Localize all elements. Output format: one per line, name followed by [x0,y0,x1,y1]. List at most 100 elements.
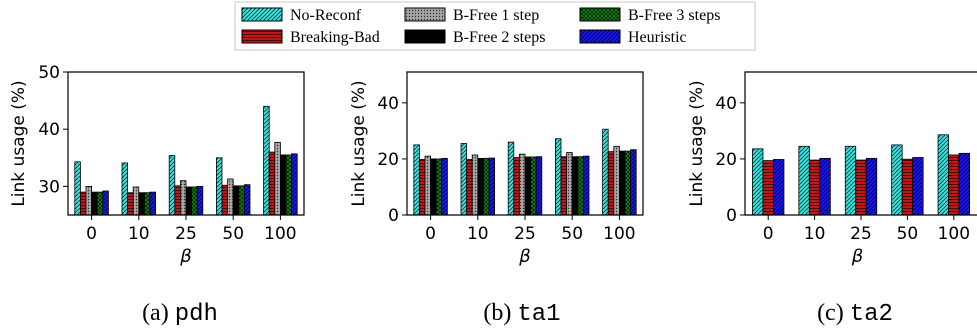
bar-breaking-bad-10 [127,192,134,216]
bar-breaking-bad-50 [901,158,914,216]
bar-heuristic-10 [149,191,156,216]
bar-b-free-3-steps-100 [624,150,631,216]
bar-b-free-3-steps-25 [530,156,537,216]
x-tick-label: 25 [175,224,197,244]
bar-b-free-3-steps-10 [482,157,490,216]
x-tick-label: 100 [603,224,635,244]
bar-no-reconf-50 [215,157,223,216]
bar-heuristic-100 [291,153,298,216]
legend-entry-bfree-1: B-Free 1 step [404,7,539,24]
bar-b-free-2-steps-10 [477,157,484,216]
x-axis-label: β [851,246,864,267]
bar-b-free-3-steps-0 [96,191,104,216]
bar-b-free-3-steps-25 [191,186,198,216]
bar-b-free-2-steps-50 [571,156,579,216]
x-tick-label: 100 [264,224,296,244]
bar-b-free-1-step-100 [613,145,620,216]
bar-no-reconf-100 [263,105,270,216]
bar-heuristic-0 [102,190,109,216]
bar-no-reconf-50 [555,138,562,216]
bar-b-free-2-steps-100 [619,150,626,216]
legend-label-breaking-bad: Breaking-Bad [290,29,380,46]
bar-b-free-1-step-10 [132,186,140,216]
bar-breaking-bad-100 [948,154,960,216]
bar-no-reconf-25 [168,155,176,216]
bar-breaking-bad-25 [513,157,520,216]
bar-b-free-1-step-50 [227,178,234,216]
bar-heuristic-100 [958,152,970,216]
bar-heuristic-10 [819,157,831,216]
bar-no-reconf-0 [413,144,420,216]
bar-b-free-2-steps-25 [185,186,192,216]
legend-entry-heuristic: Heuristic [579,29,687,46]
x-tick-label: 50 [561,224,583,244]
bar-b-free-1-step-100 [274,141,281,216]
bar-heuristic-50 [912,157,924,216]
bar-b-free-2-steps-100 [279,154,287,216]
bar-b-free-3-steps-50 [238,185,245,216]
bar-breaking-bad-50 [560,156,567,216]
subfigure-caption: (b) ta1 [483,300,560,328]
legend-label-bfree-3: B-Free 3 steps [628,7,720,24]
y-tick-label: 0 [726,206,737,226]
bar-heuristic-10 [488,157,495,216]
legend-swatch-heuristic [579,29,621,44]
bar-breaking-bad-100 [268,151,276,216]
legend-swatch-bfree-2 [404,29,446,44]
legend-label-no-reconf: No-Reconf [290,7,362,24]
bar-b-free-1-step-0 [85,185,92,216]
subfigure-caption: (c) ta2 [817,300,893,328]
x-tick-label: 0 [425,224,436,244]
x-axis-label: β [179,246,192,267]
bar-breaking-bad-10 [808,159,821,216]
subfigure-caption: (a) pdh [142,300,218,328]
y-tick-label: 20 [377,150,399,170]
bar-breaking-bad-0 [80,191,87,216]
legend-swatch-bfree-3 [579,7,621,22]
axes-frame [406,71,644,216]
legend-entry-no-reconf: No-Reconf [241,7,362,24]
bar-b-free-1-step-10 [471,154,479,216]
x-tick-label: 0 [86,224,97,244]
legend-label-heuristic: Heuristic [628,29,687,46]
bar-b-free-3-steps-100 [285,154,292,216]
y-tick-label: 30 [38,177,60,197]
x-tick-label: 100 [938,224,970,244]
bar-heuristic-25 [196,185,204,216]
y-axis-label: Link usage (%) [349,80,369,206]
x-tick-label: 10 [467,224,489,244]
chart-panel-pdh: 30 40 50 0 10 25 50 100 β Link usage (%) (a) pdh [9,63,305,328]
bar-b-free-2-steps-10 [138,192,145,216]
y-tick-label: 50 [38,63,60,83]
bar-no-reconf-50 [891,144,903,216]
x-axis-label: β [518,246,531,267]
legend-entry-breaking-bad: Breaking-Bad [241,29,380,46]
y-tick-label: 40 [38,120,60,140]
bar-b-free-2-steps-50 [232,185,240,216]
legend-frame [234,1,756,51]
bar-b-free-1-step-25 [179,180,187,216]
y-tick-label: 0 [388,206,399,226]
bar-no-reconf-10 [798,145,810,216]
bar-no-reconf-0 [74,161,81,216]
bar-b-free-3-steps-0 [435,158,443,216]
bar-heuristic-25 [865,157,878,216]
chart-panel-ta1: 0 20 40 0 10 25 50 100 β Link usage (%) (b) ta1 [349,71,644,328]
bar-no-reconf-0 [752,148,764,216]
bar-no-reconf-100 [937,134,949,216]
bar-breaking-bad-100 [607,151,615,216]
x-tick-label: 50 [897,224,919,244]
bar-b-free-3-steps-10 [143,192,151,216]
x-tick-label: 10 [804,224,826,244]
y-tick-label: 20 [715,150,737,170]
bar-heuristic-50 [243,184,251,216]
bar-breaking-bad-0 [762,160,774,216]
bar-breaking-bad-25 [855,159,867,216]
axes-frame [67,71,305,216]
x-tick-label: 25 [514,224,536,244]
x-tick-label: 50 [222,224,244,244]
bar-no-reconf-10 [121,162,128,216]
bar-breaking-bad-0 [418,159,426,216]
legend-swatch-bfree-1 [404,7,446,22]
